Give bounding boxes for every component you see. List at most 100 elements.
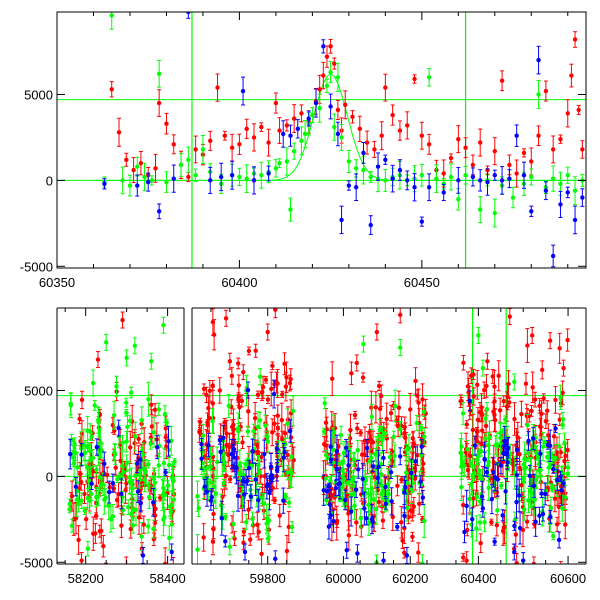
bottom-blue-point-2-11 [419, 439, 424, 455]
bottom-green-point-3-65 [557, 433, 562, 460]
top-red-point-24 [277, 117, 282, 144]
bottom-blue-point-1-39 [264, 473, 270, 500]
bottom-red-point-1-60 [239, 394, 245, 408]
bottom-red-point-0-39 [104, 562, 109, 564]
top-green-point-11 [193, 168, 198, 182]
bottom-red-point-3-120 [545, 400, 550, 422]
bottom-blue-point-2-36 [333, 479, 339, 497]
bottom-green-point-1-13 [265, 430, 270, 453]
bottom-blue-point-1-4 [281, 487, 286, 514]
bottom-red-point-2-7 [355, 422, 360, 435]
top-blue-point-22 [353, 173, 359, 202]
bottom-red-point-3-7 [531, 556, 537, 564]
bottom-green-point-0-54 [156, 402, 161, 417]
top-green-point-7 [156, 60, 162, 88]
top-blue-point-50 [580, 188, 585, 207]
bottom-green-outlier-1-1 [257, 368, 263, 386]
bottom-blue-point-2-14 [342, 489, 348, 511]
bottom-blue-point-3-9 [484, 467, 490, 477]
bottom-blue-outlier-2-1 [381, 552, 386, 564]
bottom-red-outlier-3-4 [561, 359, 566, 377]
bottom-blue-point-0-13 [94, 438, 100, 456]
bottom-green-point-0-33 [95, 406, 101, 434]
bottom-blue-point-1-42 [262, 439, 267, 469]
bottom-red-point-2-90 [334, 513, 340, 528]
bottom-blue-point-2-40 [375, 467, 380, 489]
bottom-green-point-1-59 [289, 457, 294, 488]
bottom-green-point-3-99 [472, 464, 477, 482]
bottom-red-point-1-128 [229, 367, 235, 385]
bottom-red-point-1-46 [241, 527, 247, 536]
bottom-green-point-2-2 [421, 406, 427, 417]
top-blue-point-13 [288, 124, 293, 147]
bottom-blue-point-3-33 [514, 485, 519, 519]
bottom-red-point-3-106 [501, 521, 507, 534]
top-green-point-23 [284, 147, 290, 176]
bottom-green-point-2-82 [369, 453, 374, 463]
bottom-blue-outlier-2-2 [404, 546, 410, 564]
bottom-green-point-2-64 [404, 456, 409, 490]
top-blue-point-48 [565, 186, 570, 199]
top-green-point-52 [463, 165, 468, 185]
top-blue-point-24 [368, 215, 373, 235]
bottom-green-point-3-96 [534, 470, 539, 489]
top-red-point-48 [419, 121, 425, 150]
top-red-point-18 [237, 133, 242, 155]
bottom-green-point-1-70 [237, 461, 242, 487]
top-blue-point-18 [328, 93, 333, 120]
top-red-point-33 [328, 39, 333, 54]
top-blue-point-19 [335, 121, 341, 147]
bottom-red-point-2-127 [416, 542, 421, 563]
top-red-point-27 [299, 104, 304, 123]
bottom-blue-point-0-8 [116, 419, 121, 437]
bottom-red-point-1-92 [270, 418, 275, 447]
top-red-point-59 [499, 70, 505, 92]
bottom-green-point-3-108 [462, 455, 467, 476]
bottom-blue-point-3-26 [527, 464, 533, 487]
bottom-green-point-1-6 [226, 393, 231, 418]
top-green-point-3 [127, 174, 133, 197]
bottom-red-point-1-86 [277, 503, 282, 528]
bottom-green-point-0-104 [130, 479, 135, 498]
bottom-green-point-3-94 [540, 496, 545, 527]
bottom-blue-point-2-4 [353, 481, 359, 499]
top-blue-point-2 [146, 172, 151, 192]
bottom-blue-point-0-5 [119, 478, 124, 510]
bottom-green-point-0-25 [151, 519, 156, 539]
bottom-blue-outlier-3-2 [556, 531, 562, 549]
top-blue-point-0 [102, 178, 107, 190]
bottom-blue-point-0-6 [138, 494, 143, 513]
top-green-point-41 [383, 168, 388, 192]
bottom-green-point-3-103 [486, 449, 491, 482]
top-blue-point-43 [529, 205, 534, 217]
top-red-point-38 [350, 110, 355, 124]
bottom-x-tick-label-0: 58200 [68, 571, 104, 586]
bottom-red-point-3-109 [471, 489, 476, 508]
bottom-blue-point-0-3 [154, 435, 160, 460]
top-red-point-67 [558, 134, 563, 144]
bottom-green-point-2-0 [321, 427, 327, 436]
bottom-red-point-3-59 [464, 551, 469, 564]
bottom-red-point-3-34 [565, 328, 570, 352]
bottom-green-point-1-65 [244, 513, 249, 531]
top-green-point-24 [288, 197, 293, 222]
top-blue-point-8 [229, 160, 235, 190]
bottom-red-point-1-118 [287, 374, 293, 392]
bottom-green-point-0-118 [127, 415, 133, 427]
bottom-blue-point-2-41 [420, 489, 426, 506]
bottom-blue-point-3-43 [498, 456, 504, 475]
bottom-red-outlier-3-3 [547, 332, 553, 350]
bottom-red-point-0-11 [124, 478, 129, 489]
bottom-red-point-0-64 [142, 427, 147, 458]
bottom-blue-point-0-4 [68, 438, 73, 470]
bottom-blue-point-1-28 [221, 425, 226, 451]
bottom-green-point-3-89 [458, 438, 463, 468]
bottom-red-point-2-132 [390, 502, 396, 531]
top-blue-point-9 [240, 76, 246, 106]
bottom-green-point-3-36 [503, 415, 508, 424]
top-red-point-71 [576, 104, 581, 115]
bottom-green-point-0-80 [121, 466, 126, 478]
top-green-point-9 [178, 152, 184, 177]
top-blue-point-7 [218, 162, 224, 192]
top-red-point-32 [324, 45, 330, 68]
